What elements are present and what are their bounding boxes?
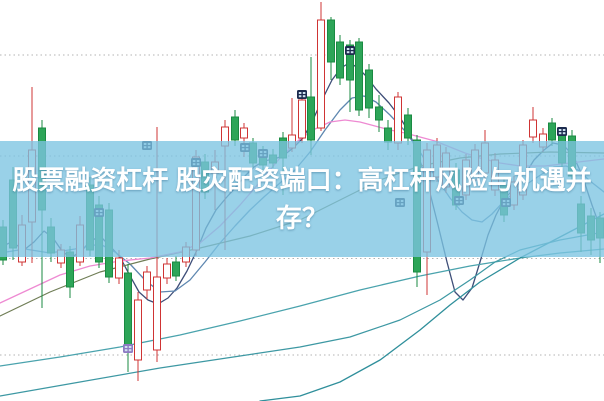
headline-overlay-banner: 股票融资杠杆 股灾配资端口：高杠杆风险与机遇并 存？ xyxy=(0,141,604,257)
headline-line-2: 存？ xyxy=(275,203,328,233)
headline-line-1: 股票融资杠杆 股灾配资端口：高杠杆风险与机遇并 xyxy=(12,165,592,195)
